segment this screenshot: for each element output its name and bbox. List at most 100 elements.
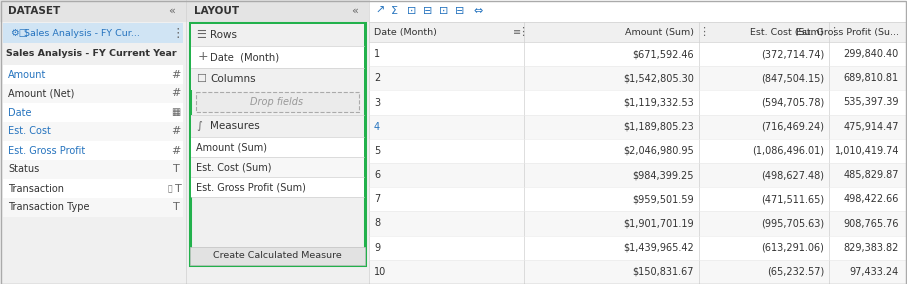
Bar bbox=[3, 84, 183, 103]
Text: (471,511.65): (471,511.65) bbox=[761, 194, 824, 204]
Text: Est. Gross Profit (Su...: Est. Gross Profit (Su... bbox=[796, 28, 899, 37]
Text: $1,901,701.19: $1,901,701.19 bbox=[623, 218, 694, 229]
Bar bbox=[3, 122, 183, 141]
Text: Rows: Rows bbox=[210, 30, 237, 40]
Text: Amount: Amount bbox=[8, 70, 46, 80]
Bar bbox=[3, 160, 183, 179]
Text: 908,765.76: 908,765.76 bbox=[844, 218, 899, 229]
Bar bbox=[3, 65, 183, 84]
Text: ↗: ↗ bbox=[375, 6, 385, 16]
Text: (995,705.63): (995,705.63) bbox=[761, 218, 824, 229]
Text: ⋮: ⋮ bbox=[517, 27, 529, 37]
Text: (1,086,496.01): (1,086,496.01) bbox=[752, 146, 824, 156]
Text: (716,469.24): (716,469.24) bbox=[761, 122, 824, 132]
Text: ⊡: ⊡ bbox=[407, 6, 416, 16]
Text: 97,433.24: 97,433.24 bbox=[850, 267, 899, 277]
Bar bbox=[186, 0, 369, 284]
Text: 2: 2 bbox=[374, 73, 380, 83]
Bar bbox=[369, 139, 907, 163]
Text: ⚙□: ⚙□ bbox=[10, 28, 28, 38]
Bar bbox=[186, 0, 369, 22]
Text: $959,501.59: $959,501.59 bbox=[632, 194, 694, 204]
Text: ⋮: ⋮ bbox=[903, 27, 907, 37]
Bar bbox=[369, 22, 907, 42]
Bar bbox=[369, 163, 907, 187]
Text: #: # bbox=[171, 89, 180, 99]
Bar bbox=[369, 66, 907, 90]
Text: (594,705.78): (594,705.78) bbox=[761, 97, 824, 108]
Bar bbox=[191, 177, 364, 197]
Text: Date (Month): Date (Month) bbox=[374, 28, 437, 37]
Text: Measures: Measures bbox=[210, 121, 259, 131]
Text: ⊟: ⊟ bbox=[423, 6, 433, 16]
Text: ⋮: ⋮ bbox=[171, 26, 184, 39]
Text: 1: 1 bbox=[374, 49, 380, 59]
Text: Date  (Month): Date (Month) bbox=[210, 52, 279, 62]
Text: 8: 8 bbox=[374, 218, 380, 229]
Text: ☐: ☐ bbox=[196, 74, 206, 84]
Text: ☰: ☰ bbox=[196, 30, 206, 40]
Text: 689,810.81: 689,810.81 bbox=[844, 73, 899, 83]
Text: #: # bbox=[171, 70, 180, 80]
Bar bbox=[369, 115, 907, 139]
FancyBboxPatch shape bbox=[196, 92, 359, 112]
Text: 535,397.39: 535,397.39 bbox=[844, 97, 899, 108]
Text: Est. Cost (Sum): Est. Cost (Sum) bbox=[196, 162, 271, 172]
Text: $1,189,805.23: $1,189,805.23 bbox=[623, 122, 694, 132]
Text: ≡: ≡ bbox=[513, 27, 521, 37]
Text: Drop fields: Drop fields bbox=[250, 97, 304, 107]
Text: 299,840.40: 299,840.40 bbox=[844, 49, 899, 59]
Text: ∫: ∫ bbox=[196, 121, 201, 131]
Text: Est. Cost: Est. Cost bbox=[8, 126, 51, 137]
Text: Est. Gross Profit (Sum): Est. Gross Profit (Sum) bbox=[196, 182, 306, 192]
Text: T: T bbox=[175, 183, 181, 193]
Bar bbox=[190, 247, 365, 265]
Text: (372,714.74): (372,714.74) bbox=[761, 49, 824, 59]
Text: $150,831.67: $150,831.67 bbox=[632, 267, 694, 277]
Bar bbox=[190, 23, 365, 265]
Text: #: # bbox=[171, 126, 180, 137]
Bar bbox=[369, 0, 907, 284]
Text: $984,399.25: $984,399.25 bbox=[632, 170, 694, 180]
Text: 7: 7 bbox=[374, 194, 380, 204]
Bar bbox=[191, 157, 364, 177]
Text: Sales Analysis - FY Current Year: Sales Analysis - FY Current Year bbox=[6, 49, 177, 59]
Bar bbox=[191, 137, 364, 157]
Text: «: « bbox=[352, 6, 358, 16]
Bar bbox=[3, 23, 183, 43]
Bar bbox=[369, 236, 907, 260]
Bar bbox=[0, 0, 186, 284]
Bar bbox=[0, 0, 186, 22]
Text: ▦: ▦ bbox=[171, 108, 180, 118]
Bar bbox=[3, 179, 183, 198]
Text: ⋮: ⋮ bbox=[828, 27, 839, 37]
Text: 1,010,419.74: 1,010,419.74 bbox=[834, 146, 899, 156]
Text: T: T bbox=[172, 202, 180, 212]
Text: 10: 10 bbox=[374, 267, 386, 277]
Text: ⬜: ⬜ bbox=[168, 184, 172, 193]
Text: (613,291.06): (613,291.06) bbox=[761, 243, 824, 253]
Bar bbox=[369, 260, 907, 284]
Text: Transaction: Transaction bbox=[8, 183, 64, 193]
Text: ⊟: ⊟ bbox=[455, 6, 464, 16]
Text: $1,439,965.42: $1,439,965.42 bbox=[623, 243, 694, 253]
Bar bbox=[3, 103, 183, 122]
Text: Status: Status bbox=[8, 164, 39, 174]
Text: Est. Cost (Sum): Est. Cost (Sum) bbox=[750, 28, 824, 37]
Bar bbox=[191, 115, 364, 137]
Text: (498,627.48): (498,627.48) bbox=[761, 170, 824, 180]
Text: Amount (Sum): Amount (Sum) bbox=[625, 28, 694, 37]
Text: $2,046,980.95: $2,046,980.95 bbox=[623, 146, 694, 156]
Text: +: + bbox=[198, 51, 209, 64]
Text: T: T bbox=[172, 164, 180, 174]
Text: 6: 6 bbox=[374, 170, 380, 180]
Text: 475,914.47: 475,914.47 bbox=[844, 122, 899, 132]
Bar bbox=[369, 187, 907, 211]
Text: «: « bbox=[169, 6, 175, 16]
Bar bbox=[3, 141, 183, 160]
Bar bbox=[369, 0, 907, 22]
Text: (65,232.57): (65,232.57) bbox=[766, 267, 824, 277]
Bar bbox=[191, 24, 364, 46]
Text: ⇔: ⇔ bbox=[473, 6, 483, 16]
Text: #: # bbox=[171, 145, 180, 156]
